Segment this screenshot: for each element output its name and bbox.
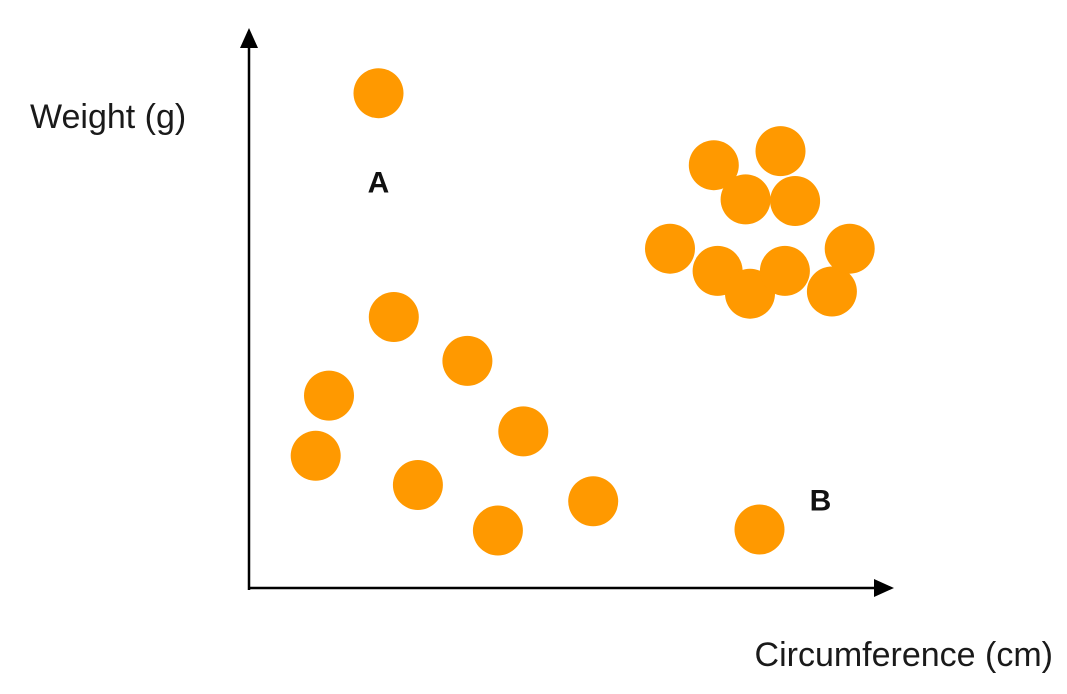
data-point-13 (720, 174, 771, 225)
data-point-4 (304, 370, 354, 421)
data-point-15 (645, 223, 695, 274)
data-point-6 (290, 430, 341, 481)
data-point-14 (770, 176, 821, 226)
data-points (290, 68, 875, 556)
annotation-b: B (810, 484, 832, 517)
data-point-1 (353, 68, 404, 119)
data-point-5 (498, 406, 549, 457)
data-point-12 (755, 126, 806, 177)
y-axis-label: Weight (g) (30, 98, 186, 136)
data-point-9 (472, 505, 523, 556)
data-point-11 (688, 140, 739, 191)
data-point-7 (392, 460, 443, 510)
data-point-2 (368, 292, 419, 342)
x-axis-label: Circumference (cm) (755, 636, 1053, 674)
annotations: AB (368, 167, 832, 518)
data-point-18 (759, 245, 810, 296)
annotation-a: A (368, 167, 390, 200)
data-point-10 (734, 504, 785, 555)
axes (240, 28, 894, 597)
data-point-20 (824, 223, 875, 274)
data-point-3 (442, 335, 493, 386)
data-point-8 (568, 476, 619, 527)
data-point-19 (806, 266, 857, 317)
y-axis-arrowhead (240, 28, 258, 48)
x-axis-arrowhead (874, 579, 894, 597)
